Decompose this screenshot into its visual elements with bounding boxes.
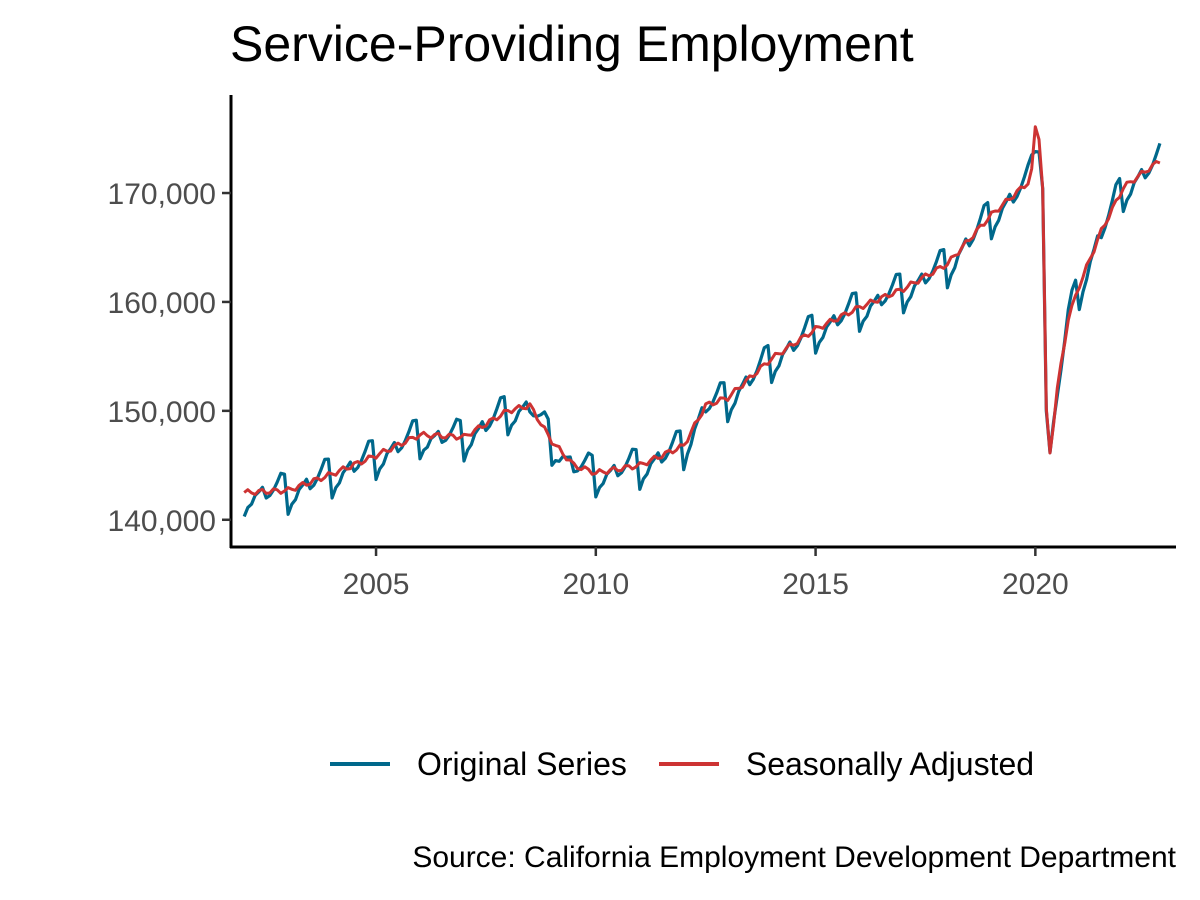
y-tick-label: 170,000 <box>108 178 216 211</box>
legend-item-seasonally-adjusted: Seasonally Adjusted <box>658 744 1035 784</box>
series-line-seasonally-adjusted <box>243 125 1161 496</box>
source-note: Source: California Employment Developmen… <box>412 841 1176 874</box>
y-tick-label: 140,000 <box>108 505 216 538</box>
x-tick-label: 2020 <box>1002 568 1069 601</box>
series-layer <box>242 125 1162 518</box>
x-tick-label: 2015 <box>782 568 849 601</box>
series-line-original-series <box>242 142 1162 518</box>
legend: Original Series Seasonally Adjusted <box>330 742 1066 786</box>
y-tick-label: 150,000 <box>108 396 216 429</box>
x-tick-label: 2010 <box>562 568 629 601</box>
x-tick-label: 2005 <box>343 568 410 601</box>
y-tick-label: 160,000 <box>108 287 216 320</box>
legend-item-original: Original Series <box>330 744 627 784</box>
chart-title: Service-Providing Employment <box>230 16 914 72</box>
legend-label-seasonally-adjusted: Seasonally Adjusted <box>745 746 1035 782</box>
legend-key-original <box>330 762 390 766</box>
legend-label-original: Original Series <box>417 746 627 782</box>
axes-layer: 140,000 150,000 160,000 170,000 2005 2010 2015… <box>108 95 1176 601</box>
legend-key-seasonally-adjusted <box>658 762 719 766</box>
